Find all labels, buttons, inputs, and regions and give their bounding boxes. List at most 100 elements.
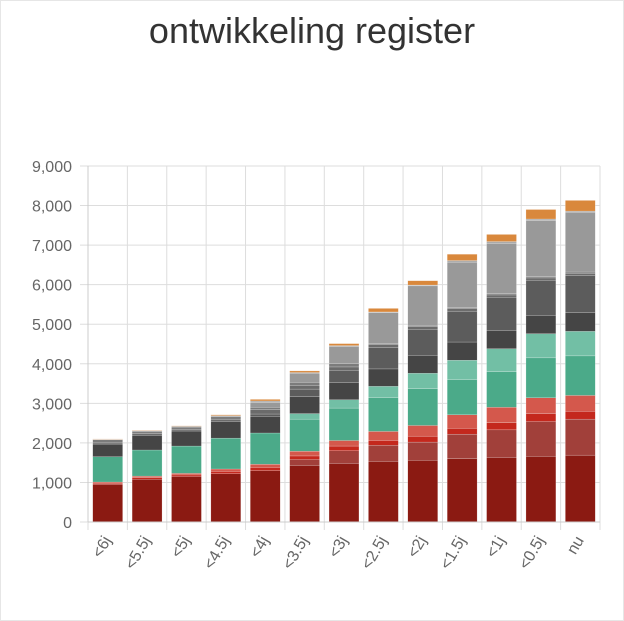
- bar-segment: [210, 473, 242, 523]
- bar-segment: [289, 388, 320, 397]
- bar-segment: [171, 476, 202, 523]
- bar-segment: [250, 413, 281, 417]
- bar-segment: [92, 456, 123, 483]
- bar-segment: [525, 315, 557, 334]
- bar-segment: [368, 386, 399, 398]
- bar-segment: [407, 425, 438, 437]
- bar-stack: [328, 343, 360, 523]
- x-tick-label: <0.5j: [516, 534, 548, 573]
- bar-segment: [250, 400, 281, 403]
- y-tick-label: 2,000: [32, 436, 72, 453]
- bar-segment: [407, 285, 438, 326]
- bar-segment: [525, 209, 557, 220]
- bar-segment: [486, 429, 517, 458]
- bar-segment: [328, 440, 360, 447]
- bar-stack: [486, 234, 517, 523]
- bar-segment: [486, 297, 517, 331]
- bar-segment: [131, 431, 163, 434]
- y-tick-labels: 0 1,000 2,000 3,000 4,000 5,000 6,000 7,000 8,00…: [32, 159, 72, 532]
- bar-segment: [92, 443, 123, 457]
- bar-segment: [289, 413, 320, 420]
- bar-segment: [210, 414, 242, 416]
- bar-segment: [407, 435, 438, 443]
- bar-segment: [565, 355, 596, 396]
- bars: [92, 200, 596, 523]
- bar-segment: [565, 331, 596, 357]
- bar-segment: [407, 460, 438, 523]
- bar-segment: [565, 395, 596, 412]
- bar-segment: [565, 212, 596, 273]
- bar-segment: [250, 432, 281, 465]
- bar-segment: [289, 418, 320, 452]
- bar-segment: [565, 275, 596, 313]
- bar-segment: [446, 260, 478, 263]
- bar-segment: [525, 413, 557, 422]
- bar-segment: [210, 416, 242, 420]
- bar-segment: [289, 455, 320, 460]
- bar-segment: [210, 437, 242, 470]
- bar-segment: [250, 409, 281, 415]
- bar-segment: [446, 428, 478, 435]
- bar-segment: [328, 463, 360, 523]
- bar-segment: [368, 445, 399, 462]
- bar-segment: [131, 449, 163, 477]
- bar-segment: [368, 368, 399, 387]
- bar-stack: [368, 308, 399, 523]
- x-tick-label: nu: [564, 534, 588, 558]
- x-tick-label: <4.5j: [201, 534, 233, 573]
- bar-segment: [328, 363, 360, 368]
- bar-stack: [171, 425, 202, 523]
- bar-segment: [446, 433, 478, 459]
- y-tick-label: 6,000: [32, 278, 72, 295]
- bar-segment: [407, 355, 438, 374]
- bar-segment: [525, 397, 557, 414]
- bar-segment: [446, 310, 478, 343]
- bar-segment: [171, 473, 202, 476]
- bar-segment: [368, 440, 399, 446]
- bar-segment: [486, 234, 517, 242]
- bar-segment: [565, 200, 596, 212]
- bar-segment: [486, 348, 517, 372]
- bar-segment: [446, 360, 478, 380]
- y-tick-label: 1,000: [32, 475, 72, 492]
- bar-segment: [486, 294, 517, 298]
- y-tick-label: 5,000: [32, 317, 72, 334]
- bar-segment: [131, 433, 163, 436]
- bar-segment: [210, 471, 242, 474]
- x-tick-label: <4j: [247, 534, 273, 561]
- x-tick-label: <2.5j: [359, 534, 391, 573]
- bar-segment: [92, 484, 123, 523]
- bar-stack: [565, 200, 596, 523]
- x-tick-label: <5.5j: [122, 534, 154, 573]
- bar-segment: [368, 431, 399, 441]
- bar-segment: [171, 429, 202, 432]
- bar-segment: [525, 456, 557, 523]
- y-tick-label: 0: [63, 515, 72, 532]
- bar-segment: [289, 459, 320, 466]
- bar-segment: [565, 454, 596, 523]
- bar-segment: [92, 439, 123, 444]
- bar-stack: [250, 399, 281, 523]
- bar-stack: [446, 254, 478, 523]
- x-tick-label: <6j: [90, 534, 116, 561]
- bar-segment: [171, 430, 202, 447]
- bar-segment: [250, 407, 281, 410]
- x-tick-labels: <6j <5.5j <5j <4.5j <4j <3.5j <3j <2.5j <2j <1.5j…: [90, 534, 588, 573]
- bar-segment: [289, 373, 320, 383]
- bar-segment: [565, 418, 596, 456]
- bar-segment: [446, 308, 478, 312]
- bar-segment: [525, 220, 557, 277]
- bar-segment: [525, 421, 557, 457]
- x-tick-label: <1.5j: [437, 534, 469, 573]
- bar-stack: [210, 414, 242, 523]
- x-tick-label: <2j: [405, 534, 431, 561]
- bar-segment: [368, 312, 399, 344]
- bar-segment: [131, 477, 163, 480]
- bar-segment: [289, 396, 320, 414]
- bar-stack: [131, 430, 163, 523]
- bar-segment: [210, 421, 242, 439]
- bar-segment: [250, 399, 281, 402]
- bar-segment: [328, 370, 360, 383]
- bar-segment: [486, 371, 517, 408]
- bar-segment: [289, 385, 320, 390]
